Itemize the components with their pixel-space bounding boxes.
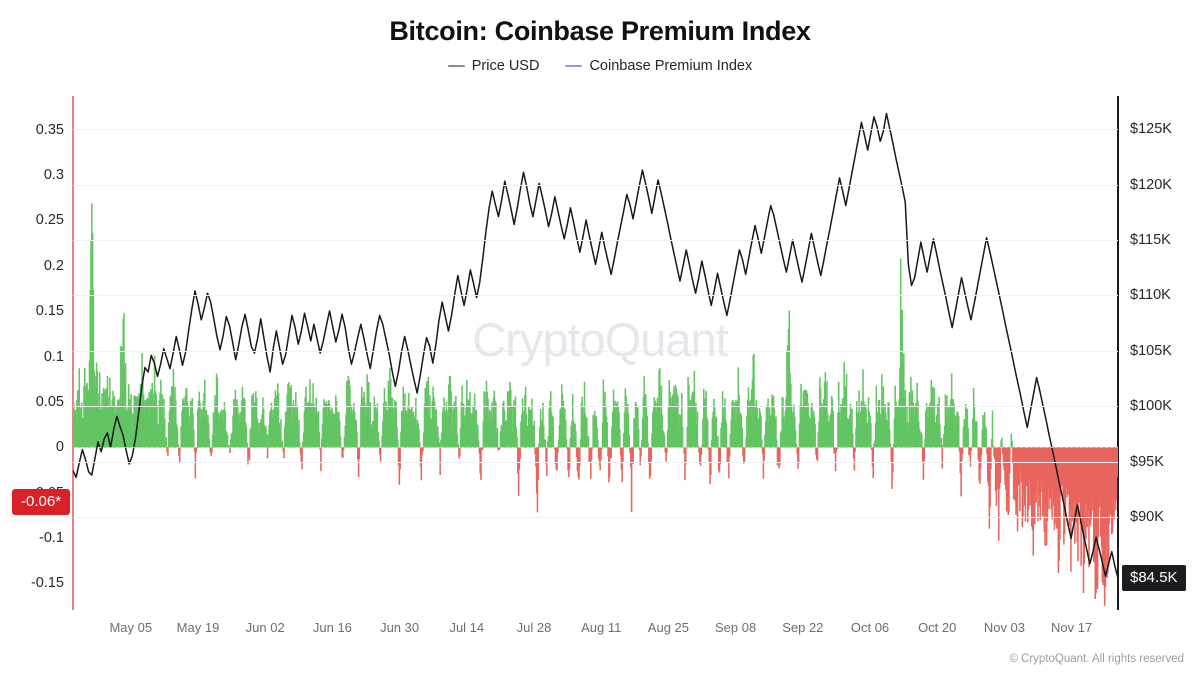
gridline [73, 406, 1118, 408]
zero-reference-line [73, 447, 1118, 449]
chart-legend: Price USD Coinbase Premium Index [0, 58, 1200, 74]
legend-label-coinbase-premium-index: Coinbase Premium Index [589, 58, 753, 74]
page-title: Bitcoin: Coinbase Premium Index [389, 16, 811, 46]
chart-canvas [73, 112, 1118, 606]
x-axis-tick-label: Jun 30 [380, 620, 420, 635]
price-value-badge: $84.5K [1122, 565, 1186, 592]
gridline [73, 350, 1118, 352]
left-axis-tick-label: -0.15 [30, 575, 64, 592]
x-axis-tick-label: May 05 [109, 620, 153, 635]
left-axis-tick-label: 0.25 [35, 212, 64, 229]
left-axis-tick-label: 0 [55, 439, 64, 456]
left-axis-line [72, 96, 74, 610]
x-axis-tick-label: Jul 14 [449, 620, 485, 635]
legend-label-price-usd: Price USD [471, 58, 540, 74]
gridline [73, 295, 1118, 297]
copyright-footer: © CryptoQuant. All rights reserved [1009, 653, 1184, 665]
left-axis-tick-label: 0.1 [43, 348, 64, 365]
right-axis-tick-label: $95K [1130, 453, 1164, 470]
x-axis-tick-label: Oct 06 [850, 620, 890, 635]
plot-area[interactable] [73, 98, 1118, 606]
x-axis-tick-label: Sep 22 [782, 620, 824, 635]
gridline [73, 239, 1118, 241]
legend-dash-price-usd [447, 64, 465, 68]
price-usd-line [73, 112, 1118, 579]
left-axis-tick-label: 0.2 [43, 257, 64, 274]
legend-item-coinbase-premium-index[interactable]: Coinbase Premium Index [565, 58, 752, 74]
x-axis-tick-label: Oct 20 [918, 620, 957, 635]
x-axis-tick-label: Jun 02 [245, 620, 285, 635]
right-axis-tick-label: $115K [1130, 231, 1171, 248]
x-axis-tick-label: Aug 25 [647, 620, 690, 635]
left-axis-tick-label: 0.15 [35, 303, 64, 320]
gridline [73, 129, 1118, 131]
legend-dash-coinbase-premium-index [565, 64, 583, 68]
x-axis-tick-label: Nov 17 [1051, 620, 1093, 635]
left-axis-tick-label: -0.1 [39, 529, 64, 546]
premium-index-bars [73, 203, 1118, 606]
legend-item-price-usd[interactable]: Price USD [447, 58, 540, 74]
right-axis-tick-label: $120K [1130, 176, 1172, 193]
x-axis-tick-label: Jul 28 [516, 620, 552, 635]
x-axis-tick-label: Jun 16 [312, 620, 352, 635]
left-axis-tick-label: 0.3 [43, 167, 64, 184]
gridline [73, 184, 1118, 186]
x-axis-tick-label: Nov 03 [983, 620, 1026, 635]
right-axis-tick-label: $125K [1130, 121, 1172, 138]
right-axis-line [1117, 96, 1119, 610]
left-axis-tick-label: 0.35 [35, 121, 64, 138]
right-axis-tick-label: $105K [1130, 342, 1172, 359]
right-axis-tick-label: $110K [1130, 287, 1171, 304]
left-axis-tick-label: 0.05 [35, 393, 64, 410]
gridline [73, 517, 1118, 519]
x-axis-tick-label: Aug 11 [581, 620, 622, 635]
gridline [73, 461, 1118, 463]
right-axis-tick-label: $90K [1130, 509, 1164, 526]
right-axis-tick-label: $100K [1130, 398, 1172, 415]
x-axis-tick-label: Sep 08 [715, 620, 757, 635]
premium-value-badge: -0.06* [12, 488, 71, 515]
x-axis-tick-label: May 19 [176, 620, 220, 635]
